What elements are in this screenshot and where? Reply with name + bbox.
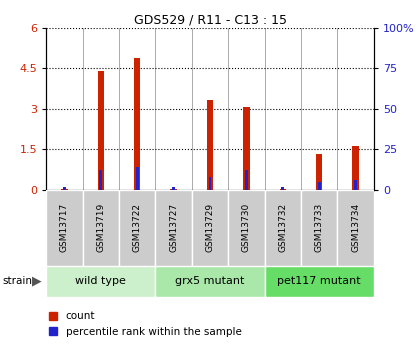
Bar	[354, 180, 357, 190]
Bar	[155, 266, 265, 297]
Bar	[155, 190, 192, 266]
Bar	[318, 181, 320, 190]
Text: GSM13732: GSM13732	[278, 203, 287, 252]
Text: GSM13722: GSM13722	[133, 203, 142, 252]
Bar	[83, 190, 119, 266]
Bar	[280, 189, 286, 190]
Text: GSM13717: GSM13717	[60, 203, 69, 252]
Bar	[134, 58, 140, 190]
Text: grx5 mutant: grx5 mutant	[175, 276, 245, 286]
Bar	[337, 190, 374, 266]
Bar	[171, 189, 177, 190]
Text: strain: strain	[2, 276, 32, 286]
Text: GDS529 / R11 - C13 : 15: GDS529 / R11 - C13 : 15	[134, 14, 286, 27]
Bar	[192, 190, 228, 266]
Bar	[265, 190, 301, 266]
Text: wild type: wild type	[75, 276, 126, 286]
Text: pet117 mutant: pet117 mutant	[277, 276, 361, 286]
Bar	[316, 154, 323, 190]
Text: GSM13733: GSM13733	[315, 203, 324, 252]
Bar	[245, 170, 248, 190]
Bar	[100, 170, 102, 190]
Text: GSM13734: GSM13734	[351, 203, 360, 252]
Bar	[265, 266, 374, 297]
Bar	[207, 100, 213, 190]
Bar	[97, 71, 104, 190]
Bar	[119, 190, 155, 266]
Text: GSM13729: GSM13729	[205, 203, 215, 252]
Bar	[228, 190, 265, 266]
Bar	[172, 187, 175, 190]
Bar	[352, 146, 359, 190]
Bar	[136, 167, 139, 190]
Text: GSM13727: GSM13727	[169, 203, 178, 252]
Bar	[61, 189, 68, 190]
Bar	[281, 187, 284, 190]
Bar	[46, 266, 155, 297]
Bar	[209, 177, 211, 190]
Bar	[46, 190, 83, 266]
Legend: count, percentile rank within the sample: count, percentile rank within the sample	[45, 307, 246, 341]
Text: GSM13719: GSM13719	[96, 203, 105, 252]
Bar	[63, 187, 66, 190]
Text: ▶: ▶	[32, 275, 41, 288]
Bar	[243, 107, 249, 190]
Text: GSM13730: GSM13730	[242, 203, 251, 252]
Bar	[301, 190, 337, 266]
